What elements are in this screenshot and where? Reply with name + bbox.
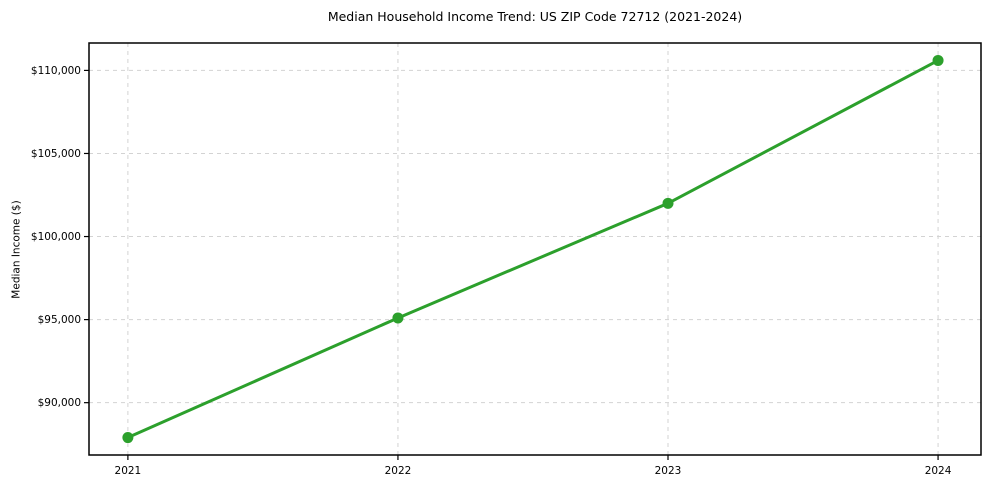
x-tick-label: 2022 — [385, 465, 412, 477]
data-point-marker — [932, 54, 944, 66]
x-tick-label: 2021 — [115, 465, 142, 477]
trend-line — [126, 58, 940, 440]
data-point-marker — [122, 432, 134, 444]
plot-border — [88, 42, 982, 456]
y-tick-label: $95,000 — [38, 314, 81, 326]
x-tick-label: 2023 — [655, 465, 682, 477]
y-tick-label: $110,000 — [31, 65, 81, 77]
chart-title: Median Household Income Trend: US ZIP Co… — [327, 9, 743, 24]
data-point-marker — [662, 197, 674, 209]
y-tick-label: $90,000 — [38, 397, 81, 409]
data-point-marker — [392, 312, 404, 324]
y-axis-label: Median Income ($) — [10, 200, 23, 299]
y-tick-label: $105,000 — [31, 148, 81, 160]
x-tick-label: 2024 — [925, 465, 952, 477]
y-tick-label: $100,000 — [31, 231, 81, 243]
